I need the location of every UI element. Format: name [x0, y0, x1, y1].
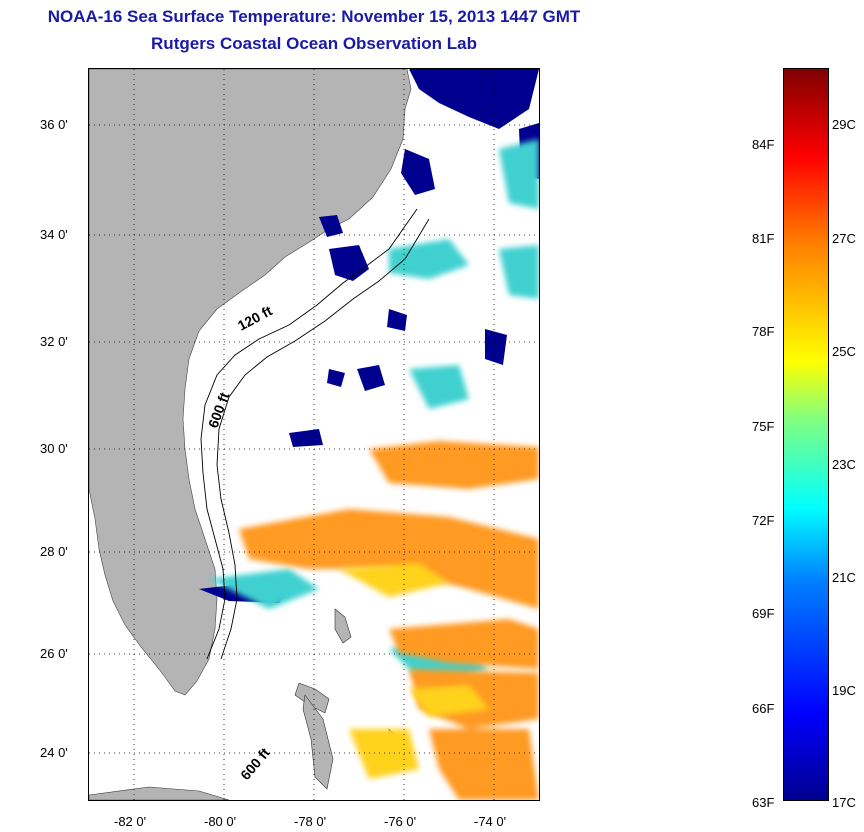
colorbar-label-72f: 72F: [752, 513, 775, 528]
colorbar-label-17c: 17C: [832, 795, 856, 810]
colorbar-label-27c: 27C: [832, 231, 856, 246]
lat-tick-26: 26 0': [40, 646, 68, 661]
colorbar-label-81f: 81F: [752, 231, 775, 246]
lon-tick-82: -82 0': [114, 814, 147, 829]
contour-label-600ft-south: 600 ft: [237, 744, 273, 783]
contour-600ft: [216, 218, 430, 660]
island: [302, 694, 334, 790]
lat-tick-32: 32 0': [40, 334, 68, 349]
lat-tick-24: 24 0': [40, 745, 68, 760]
lat-tick-28: 28 0': [40, 544, 68, 559]
lon-tick-78: -78 0': [294, 814, 327, 829]
island: [294, 682, 330, 714]
lon-tick-80: -80 0': [204, 814, 237, 829]
colorbar-label-29c: 29C: [832, 117, 856, 132]
colorbar-label-84f: 84F: [752, 137, 775, 152]
sst-map: 120 ft 600 ft 600 ft: [88, 68, 540, 801]
colorbar-label-63f: 63F: [752, 795, 775, 810]
colorbar-label-21c: 21C: [832, 570, 856, 585]
map-title: NOAA-16 Sea Surface Temperature: Novembe…: [47, 7, 581, 26]
contour-120ft: [200, 208, 418, 660]
colorbar-label-23c: 23C: [832, 457, 856, 472]
lat-lon-grid: [89, 69, 539, 800]
sst-hot-patches: [339, 563, 489, 779]
sst-map-canvas: 120 ft 600 ft 600 ft: [89, 69, 539, 800]
lat-tick-30: 30 0': [40, 441, 68, 456]
colorbar-label-78f: 78F: [752, 324, 775, 339]
island: [89, 786, 230, 800]
map-subtitle: Rutgers Coastal Ocean Observation Lab: [151, 34, 477, 53]
lon-tick-76: -76 0': [384, 814, 417, 829]
colorbar-label-69f: 69F: [752, 606, 775, 621]
temperature-colorbar: [783, 68, 829, 801]
island: [334, 608, 352, 644]
lon-tick-74: -74 0': [474, 814, 507, 829]
colorbar-label-25c: 25C: [832, 344, 856, 359]
colorbar-label-66f: 66F: [752, 701, 775, 716]
colorbar-label-75f: 75F: [752, 419, 775, 434]
colorbar-label-19c: 19C: [832, 683, 856, 698]
lat-tick-36: 36 0': [40, 117, 68, 132]
lat-tick-34: 34 0': [40, 227, 68, 242]
contour-label-120ft: 120 ft: [235, 302, 275, 333]
